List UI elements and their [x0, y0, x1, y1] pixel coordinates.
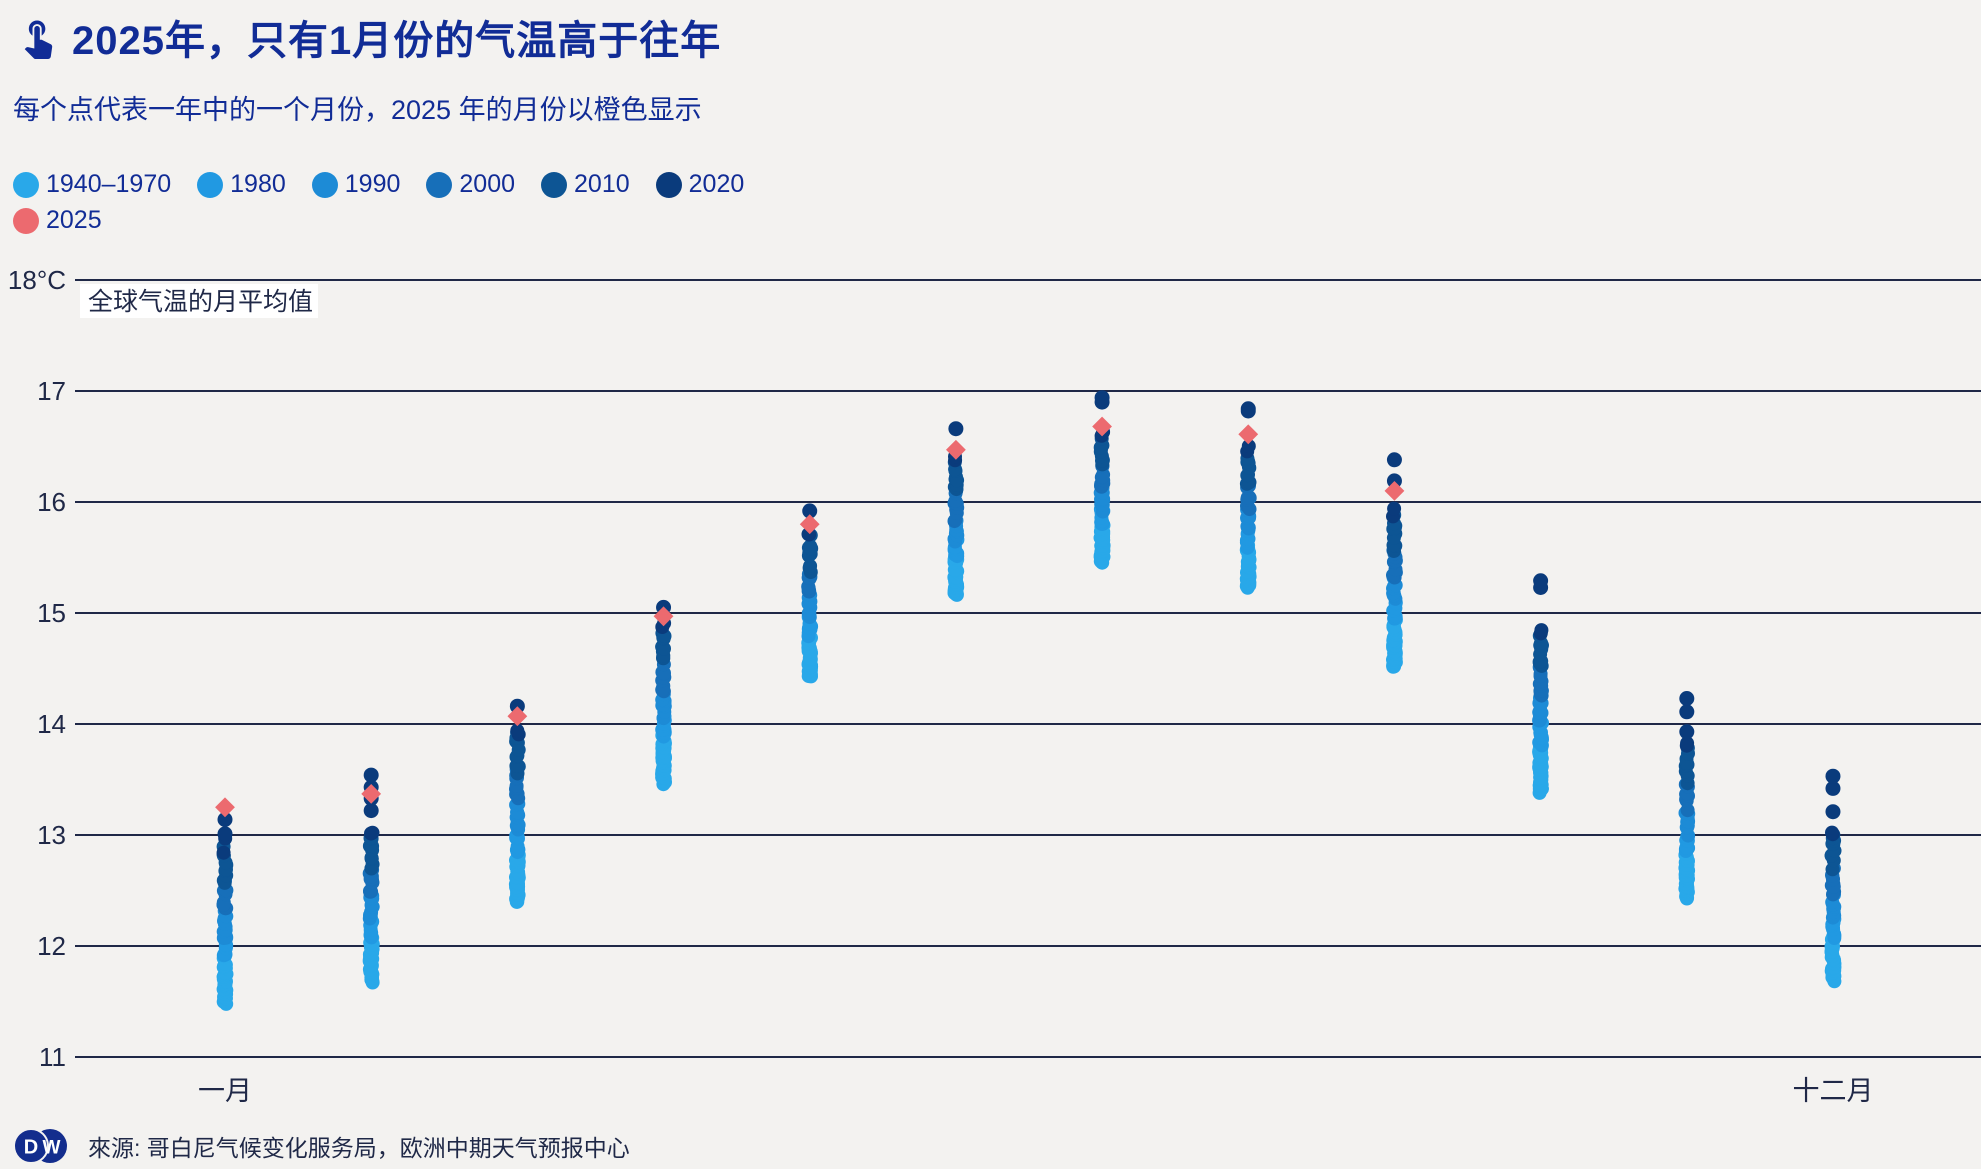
month-dot-recent[interactable]	[1679, 704, 1695, 720]
month-dot[interactable]	[1534, 623, 1549, 638]
legend-row: 1940–1970 1980 1990 2000 2010 2020	[13, 170, 744, 199]
month-dot[interactable]	[510, 723, 525, 738]
dw-logo: D W	[14, 1128, 67, 1164]
dot-2025-diamond[interactable]	[1238, 424, 1259, 445]
dot-2025-diamond[interactable]	[1092, 416, 1112, 437]
x-tick-十二月: 十二月	[1792, 1076, 1873, 1106]
x-tick-一月: 一月	[198, 1076, 252, 1106]
legend-item-2010: 2010	[541, 170, 630, 199]
month-dot-recent[interactable]	[948, 421, 964, 437]
month-dot-recent[interactable]	[1825, 768, 1841, 784]
axis-label-background	[80, 284, 318, 318]
page-title: 2025年，只有1月份的气温高于往年	[72, 19, 722, 63]
y-tick-12: 12	[37, 931, 66, 961]
month-dot-recent[interactable]	[1825, 780, 1841, 796]
month-dot-recent[interactable]	[1533, 573, 1549, 589]
legend-item-1980: 1980	[197, 170, 286, 199]
dw-logo-letter-d: D	[24, 1137, 38, 1159]
month-dot-recent[interactable]	[1094, 390, 1110, 406]
touch-app-icon	[24, 20, 53, 59]
legend-item-2000: 2000	[426, 170, 515, 199]
month-dot[interactable]	[1241, 439, 1256, 454]
y-tick-13: 13	[37, 820, 66, 850]
y-tick-17: 17	[37, 376, 66, 406]
month-dot[interactable]	[216, 845, 231, 860]
month-dot[interactable]	[1095, 469, 1110, 484]
legend-swatch-icon	[13, 207, 39, 234]
legend-swatch-icon	[426, 171, 453, 198]
legend-row: 2025	[13, 206, 744, 235]
legend-label: 2010	[574, 170, 630, 198]
legend-swatch-icon	[655, 171, 682, 198]
month-dot[interactable]	[803, 558, 818, 573]
month-dot[interactable]	[364, 826, 378, 841]
month-dot-recent[interactable]	[1240, 401, 1256, 417]
y-tick-18: 18°C	[8, 265, 66, 295]
y-tick-11: 11	[39, 1042, 66, 1072]
month-dot-recent[interactable]	[1386, 473, 1402, 489]
month-column-1[interactable]	[215, 797, 235, 1011]
month-column-3[interactable]	[507, 698, 528, 909]
month-dot-recent[interactable]	[509, 698, 525, 714]
legend-swatch-icon	[311, 171, 338, 198]
month-dot[interactable]	[804, 541, 819, 556]
month-dot-recent[interactable]	[802, 503, 818, 519]
dot-2025-diamond[interactable]	[1384, 481, 1405, 501]
legend-item-2020: 2020	[655, 170, 745, 199]
y-tick-14: 14	[37, 709, 66, 739]
month-dot-recent[interactable]	[217, 812, 233, 827]
legend-item-2025: 2025	[13, 206, 102, 235]
legend-label: 1990	[344, 170, 401, 198]
month-dot-recent[interactable]	[363, 767, 379, 783]
month-dot[interactable]	[1240, 490, 1255, 505]
header: 2025年，只有1月份的气温高于往年	[16, 8, 721, 66]
month-dot[interactable]	[657, 641, 671, 656]
y-axis-label: 全球气温的月平均值	[88, 288, 313, 316]
month-column-2[interactable]	[361, 767, 382, 990]
legend-label: 2025	[46, 206, 102, 234]
legend-label: 2000	[459, 170, 516, 198]
month-column-12[interactable]	[1824, 768, 1842, 989]
legend-swatch-icon	[13, 171, 39, 198]
legend-swatch-icon	[197, 171, 224, 198]
chart-subtitle: 每个点代表一年中的一个月份，2025 年的月份以橙色显示	[13, 95, 702, 125]
month-dot-recent[interactable]	[1825, 804, 1841, 820]
footer: D W 來源: 哥白尼气候变化服务局，欧洲中期天气预报中心	[14, 1128, 630, 1164]
month-column-7[interactable]	[1092, 390, 1112, 570]
month-column-6[interactable]	[946, 421, 966, 602]
month-column-11[interactable]	[1678, 691, 1696, 906]
legend-label: 2020	[688, 170, 745, 198]
y-tick-16: 16	[37, 487, 66, 517]
month-dot[interactable]	[216, 897, 231, 912]
source-text: 來源: 哥白尼气候变化服务局，欧洲中期天气预报中心	[88, 1135, 630, 1161]
month-dot-recent[interactable]	[363, 803, 379, 819]
month-column-8[interactable]	[1238, 401, 1259, 595]
month-dot[interactable]	[1825, 825, 1839, 840]
month-column-9[interactable]	[1384, 452, 1405, 674]
month-column-5[interactable]	[799, 503, 820, 684]
legend: 1940–1970 1980 1990 2000 2010 2020 2025	[13, 170, 744, 235]
legend-label: 1980	[230, 170, 286, 198]
month-dot-recent[interactable]	[217, 826, 233, 842]
month-dot-recent[interactable]	[1386, 452, 1402, 468]
month-column-10[interactable]	[1532, 573, 1549, 800]
legend-item-1990: 1990	[311, 170, 401, 199]
legend-item-1940–1970: 1940–1970	[13, 170, 171, 199]
dot-2025-diamond[interactable]	[215, 797, 235, 818]
month-dot-recent[interactable]	[1679, 724, 1695, 740]
month-column-4[interactable]	[653, 599, 674, 792]
y-tick-15: 15	[37, 598, 66, 628]
legend-swatch-icon	[541, 171, 568, 198]
month-dot-recent[interactable]	[1679, 691, 1695, 706]
legend-label: 1940–1970	[46, 170, 172, 198]
month-dot[interactable]	[1680, 736, 1695, 751]
dw-logo-letter-w: W	[43, 1138, 61, 1159]
month-dot[interactable]	[1387, 501, 1402, 516]
